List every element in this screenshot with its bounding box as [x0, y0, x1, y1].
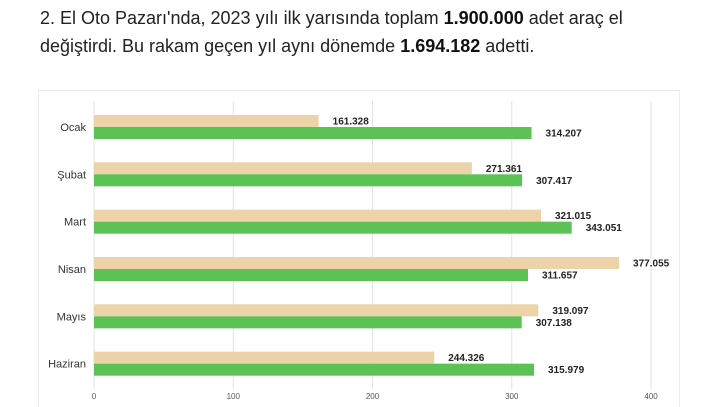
bar-s1-2	[94, 221, 572, 234]
value-label-s1-1: 307.417	[536, 176, 573, 187]
value-label-s0-1: 271.361	[486, 164, 523, 175]
value-label-s1-0: 314.207	[546, 129, 583, 140]
bar-s1-3	[94, 269, 528, 281]
intro-total-2022: 1.694.182	[400, 36, 481, 56]
category-label-5: Haziran	[48, 359, 86, 371]
value-label-s1-2: 343.051	[586, 223, 623, 234]
bar-chart: 0 100 200 300 400 Ocak 161.328 314.207 Şubat 271.…	[48, 101, 670, 401]
value-label-s0-2: 321.015	[555, 211, 592, 222]
value-label-s0-5: 244.326	[448, 353, 485, 364]
intro-text-3: adetti.	[480, 36, 535, 56]
value-label-s1-5: 315.979	[548, 365, 585, 376]
x-tick-label-0: 0	[92, 392, 97, 401]
category-label-3: Nisan	[58, 264, 86, 276]
category-label-4: Mayıs	[57, 311, 87, 323]
category-label-1: Şubat	[57, 169, 86, 181]
value-label-s0-3: 377.055	[633, 259, 670, 270]
bar-s0-1	[94, 162, 472, 175]
intro-paragraph: 2. El Oto Pazarı'nda, 2023 yılı ilk yarı…	[40, 4, 700, 60]
bar-s0-3	[94, 257, 620, 269]
bar-s1-1	[94, 174, 523, 187]
intro-text-1: 2. El Oto Pazarı'nda, 2023 yılı ilk yarı…	[40, 8, 444, 28]
value-label-s0-4: 319.097	[552, 306, 589, 317]
value-label-s1-4: 307.138	[536, 318, 573, 329]
intro-text-2: adet araç el değiştirdi. Bu rakam geçen …	[40, 8, 623, 56]
bar-s0-2	[94, 209, 542, 222]
value-label-s0-0: 161.328	[333, 117, 370, 128]
x-tick-label-100: 100	[227, 392, 241, 401]
chart-frame: 0 100 200 300 400 Ocak 161.328 314.207 Şubat 271.…	[38, 90, 680, 407]
bar-s0-0	[94, 115, 319, 127]
bar-s1-0	[94, 127, 532, 139]
value-label-s1-3: 311.657	[542, 271, 578, 282]
bar-s1-4	[94, 316, 522, 329]
category-label-0: Ocak	[60, 122, 86, 134]
bar-s0-5	[94, 351, 435, 364]
category-label-2: Mart	[64, 217, 86, 229]
x-tick-label-200: 200	[366, 392, 380, 401]
bar-s1-5	[94, 363, 535, 376]
x-tick-label-300: 300	[505, 392, 519, 401]
bar-s0-4	[94, 304, 539, 317]
intro-total-2023: 1.900.000	[443, 8, 524, 28]
x-tick-label-400: 400	[644, 392, 658, 401]
